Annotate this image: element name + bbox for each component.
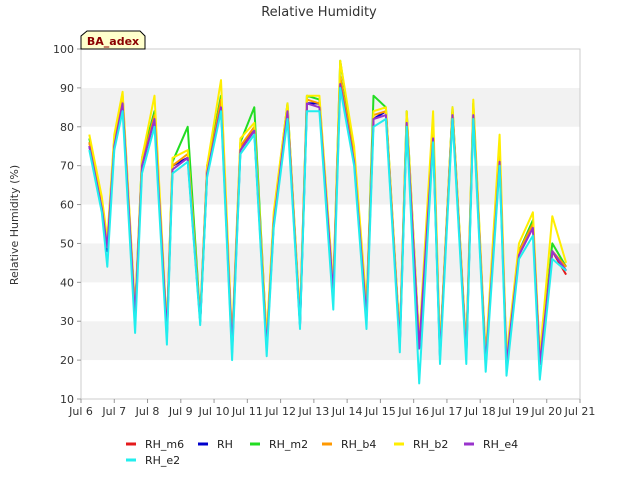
x-tick-label: Jul 8 bbox=[135, 405, 160, 418]
legend-label: RH bbox=[217, 438, 233, 451]
x-tick-label: Jul 18 bbox=[464, 405, 496, 418]
legend: RH_m6 RH RH_m2 RH_b4 RH_b2 RH_e4 RH_e2 bbox=[126, 438, 518, 467]
legend-label: RH_e4 bbox=[483, 438, 518, 451]
x-axis-ticks: Jul 6 Jul 7 Jul 8 Jul 9 Jul 10 Jul 11 Jul 12 Ju… bbox=[68, 399, 595, 418]
x-tick-label: Jul 21 bbox=[564, 405, 596, 418]
y-axis-ticks: 10 20 30 40 50 60 70 80 90 100 bbox=[53, 43, 81, 406]
x-tick-label: Jul 20 bbox=[530, 405, 562, 418]
series-lines bbox=[88, 59, 568, 385]
y-tick-label: 10 bbox=[60, 393, 74, 406]
y-tick-label: 50 bbox=[60, 237, 74, 250]
y-tick-label: 20 bbox=[60, 354, 74, 367]
y-tick-label: 30 bbox=[60, 315, 74, 328]
x-tick-label: Jul 13 bbox=[297, 405, 329, 418]
x-tick-label: Jul 14 bbox=[331, 405, 363, 418]
y-tick-label: 90 bbox=[60, 82, 74, 95]
legend-label: RH_b2 bbox=[413, 438, 448, 451]
grid-band bbox=[81, 165, 580, 205]
y-tick-label: 80 bbox=[60, 121, 74, 134]
plot-frame bbox=[80, 48, 581, 400]
x-tick-label: Jul 6 bbox=[68, 405, 93, 418]
y-tick-label: 60 bbox=[60, 199, 74, 212]
grid-band bbox=[81, 321, 580, 361]
y-tick-label: 40 bbox=[60, 276, 74, 289]
grid-band bbox=[81, 126, 580, 166]
y-axis-label: Relative Humidity (%) bbox=[8, 165, 21, 285]
grid-band bbox=[81, 360, 580, 399]
x-tick-label: Jul 9 bbox=[168, 405, 193, 418]
x-tick-label: Jul 15 bbox=[364, 405, 396, 418]
x-tick-label: Jul 19 bbox=[497, 405, 529, 418]
legend-label: RH_b4 bbox=[341, 438, 376, 451]
y-tick-label: 70 bbox=[60, 160, 74, 173]
chart-title: Relative Humidity bbox=[261, 5, 377, 20]
legend-label: RH_e2 bbox=[145, 454, 180, 467]
x-tick-label: Jul 12 bbox=[264, 405, 296, 418]
site-label: BA_adex bbox=[87, 35, 139, 48]
x-tick-label: Jul 16 bbox=[397, 405, 429, 418]
x-tick-label: Jul 17 bbox=[431, 405, 463, 418]
site-label-box: BA_adex bbox=[80, 30, 146, 50]
legend-label: RH_m6 bbox=[145, 438, 184, 451]
grid-band bbox=[81, 49, 580, 88]
x-tick-label: Jul 7 bbox=[101, 405, 126, 418]
x-tick-label: Jul 11 bbox=[231, 405, 263, 418]
x-tick-label: Jul 10 bbox=[198, 405, 230, 418]
series-line-rh-e2 bbox=[88, 86, 567, 385]
grid-band bbox=[81, 87, 580, 127]
legend-label: RH_m2 bbox=[269, 438, 308, 451]
y-tick-label: 100 bbox=[53, 43, 74, 56]
